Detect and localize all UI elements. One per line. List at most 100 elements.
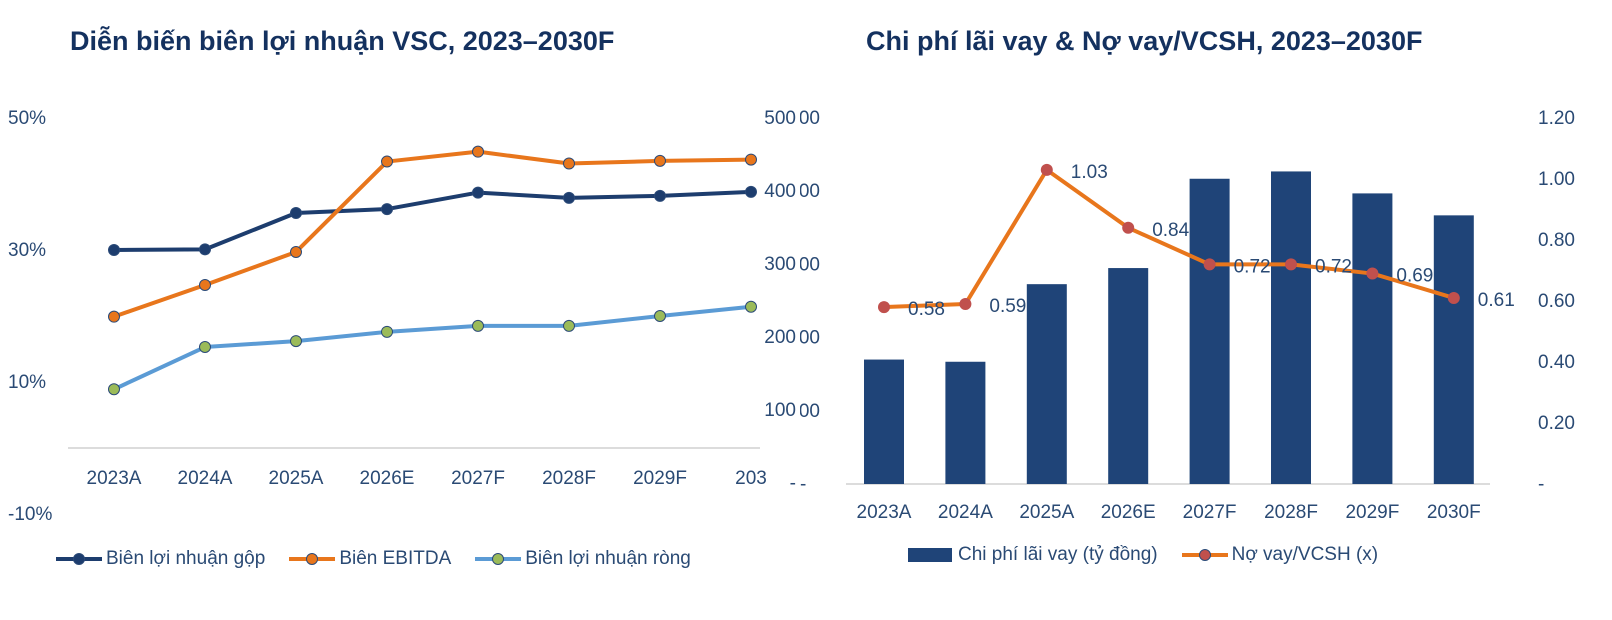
y2-tick-label: 200 [764,327,796,348]
legend-swatch-interest-expense [908,548,952,562]
data-point [745,153,757,166]
y-tick-label: -10% [8,504,52,525]
bar [945,361,986,484]
y-tick-label: 30% [8,240,46,261]
bar [1108,268,1149,484]
x-tick-label: 2028F [1264,502,1318,523]
data-point [745,185,757,198]
legend-item-ebitda-margin: Biên EBITDA [289,548,451,570]
data-label: 0.72 [1234,256,1271,277]
data-point [959,298,972,311]
data-point [381,325,393,338]
x-tick-label: 2027F [1183,502,1237,523]
data-label: 0.58 [908,299,945,320]
y-tick-label: 400 [800,181,820,202]
legend-item-debt-equity: Nợ vay/VCSH (x) [1181,544,1379,566]
y2-tick-label: 1.00 [1538,169,1575,190]
data-point [290,245,302,258]
bar [1433,215,1474,484]
chart-legend: Chi phí lãi vay (tỷ đồng) Nợ vay/VCSH (x… [908,544,1378,566]
data-point [108,383,120,396]
data-point [654,154,666,167]
data-point [472,186,484,199]
chart-legend: Biên lợi nhuận gộp Biên EBITDA Biên lợi … [56,548,691,570]
data-point [290,207,302,220]
legend-item-net-margin: Biên lợi nhuận ròng [475,548,691,570]
data-point [1203,258,1216,271]
data-point [472,319,484,332]
legend-label: Biên lợi nhuận ròng [525,548,691,569]
data-label: 1.03 [1071,162,1108,183]
margin-line-chart: 50% 30% 10% -10% 500 400 300 200 100 - 2023A 2024A 2… [8,108,796,525]
x-tick-label: 2024A [178,468,233,489]
y-tick-label: 100 [800,401,820,422]
data-point [108,244,120,256]
legend-swatch-net-margin [475,553,522,565]
data-point [563,157,575,170]
x-tick-label: 2024A [938,502,993,523]
y2-tick-label: 0.60 [1538,291,1575,312]
x-tick-label: 2028F [542,468,596,489]
data-point [199,243,211,256]
data-point [290,335,302,348]
series-line [112,304,753,392]
legend-item-interest-expense: Chi phí lãi vay (tỷ đồng) [908,544,1158,566]
y-tick-label: 300 [800,254,820,275]
legend-swatch-ebitda-margin [289,553,336,565]
x-tick-label: 2026E [360,468,415,489]
chart-title: Diễn biến biên lợi nhuận VSC, 2023–2030F [70,26,615,56]
y-tick-label: 200 [800,328,820,349]
data-point [654,310,666,322]
y-tick-label: 10% [8,372,46,393]
margin-chart-panel: Diễn biến biên lợi nhuận VSC, 2023–2030F… [0,0,800,620]
series-line [112,149,753,319]
data-point [199,341,211,354]
x-tick-label: 2025A [1019,502,1074,523]
series-line [882,167,1456,310]
bar [1189,178,1230,485]
legend-label: Biên lợi nhuận gộp [106,548,266,569]
x-tick-label: 2023A [87,468,142,489]
data-point [1366,267,1379,280]
data-point [1040,163,1053,176]
bar [1026,284,1067,484]
data-point [1285,258,1297,271]
data-label: 0.72 [1315,256,1352,277]
legend-label: Nợ vay/VCSH (x) [1231,544,1379,565]
y2-tick-label: 500 [764,108,796,129]
bar [864,359,904,484]
legend-label: Biên EBITDA [339,548,452,569]
series-line [112,189,753,252]
data-point [1122,221,1135,234]
data-label: 0.61 [1478,290,1515,311]
x-tick-label: 2026E [1101,502,1156,523]
y2-tick-label: 100 [764,400,796,421]
y2-tick-label: - [1538,474,1544,495]
data-point [878,301,890,314]
y2-tick-label: 0.40 [1538,352,1575,373]
data-label: 0.59 [989,296,1026,317]
y-tick-label: 500 [800,108,820,129]
data-point [472,145,484,158]
y2-tick-label: 0.20 [1538,413,1575,434]
y-tick-label: - [800,474,806,495]
data-label: 0.69 [1396,266,1433,287]
legend-item-gross-margin: Biên lợi nhuận gộp [56,548,265,570]
x-tick-label: 2029F [633,468,687,489]
data-label: 0.84 [1152,220,1189,241]
data-point [1447,291,1460,304]
data-point [108,310,120,323]
y2-tick-label: - [790,473,796,494]
data-point [745,300,757,313]
legend-swatch-debt-equity [1181,549,1228,561]
x-tick-label: 203 [735,468,767,489]
y2-tick-label: 0.80 [1538,230,1575,251]
bar [1271,171,1311,484]
x-tick-label: 2025A [269,468,324,489]
y2-tick-label: 1.20 [1538,108,1575,129]
data-point [381,155,393,168]
data-point [563,319,575,332]
data-point [563,191,575,204]
x-tick-label: 2030F [1427,502,1481,523]
data-point [654,189,666,202]
